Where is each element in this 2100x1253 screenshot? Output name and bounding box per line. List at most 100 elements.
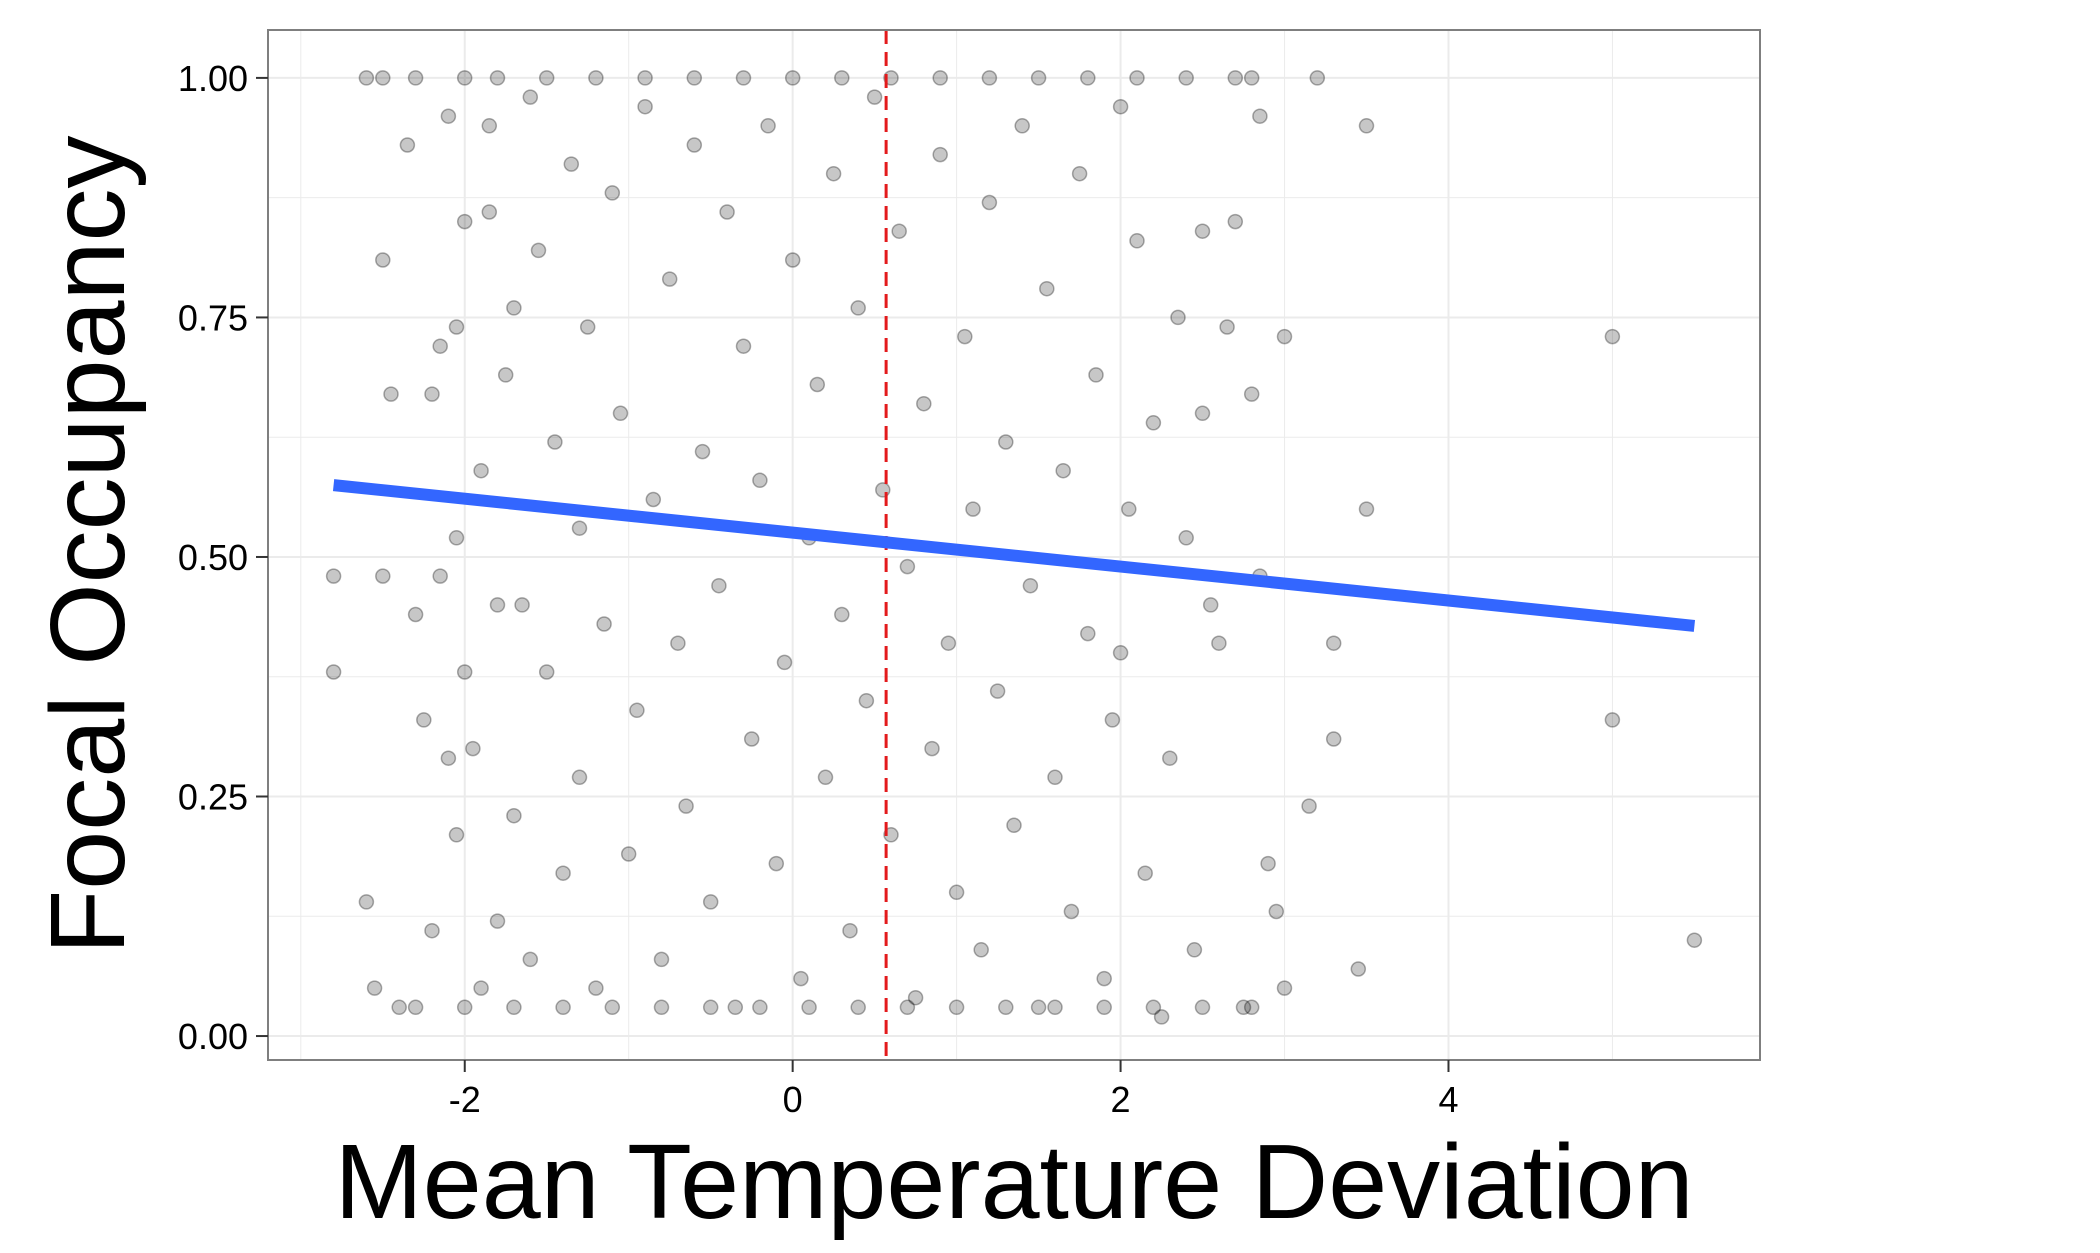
data-point	[571, 769, 588, 786]
data-point	[973, 942, 989, 958]
data-point	[1219, 319, 1235, 335]
data-point	[702, 999, 719, 1016]
data-point	[1358, 118, 1375, 134]
data-point	[1686, 932, 1703, 948]
data-point	[1178, 70, 1194, 86]
data-point	[1194, 223, 1211, 239]
data-point	[670, 635, 686, 651]
data-point	[1276, 328, 1293, 345]
data-point	[957, 328, 973, 345]
x-tick-label: -2	[449, 1079, 481, 1120]
data-point	[424, 922, 440, 939]
data-point	[653, 999, 670, 1016]
data-point	[489, 70, 506, 86]
data-point	[1129, 233, 1145, 249]
data-point	[1137, 865, 1153, 881]
data-point	[1358, 501, 1375, 517]
data-point	[620, 846, 637, 862]
data-point	[752, 472, 768, 489]
data-point	[366, 980, 383, 996]
data-point	[743, 731, 760, 747]
data-point	[407, 70, 424, 86]
data-point	[899, 558, 916, 575]
data-point	[916, 395, 932, 412]
data-point	[1350, 961, 1367, 977]
data-point	[1170, 309, 1186, 326]
data-point	[776, 654, 793, 671]
data-point	[440, 108, 457, 124]
y-tick-label: 0.50	[178, 537, 248, 578]
y-tick-label: 0.00	[178, 1016, 248, 1057]
x-axis-ticks: -2 0 2 4	[449, 1060, 1458, 1120]
data-point	[1080, 70, 1096, 86]
data-points	[325, 70, 1703, 1025]
data-point	[1243, 999, 1260, 1016]
data-point	[456, 664, 473, 680]
data-point	[1129, 70, 1145, 86]
data-point	[981, 70, 998, 86]
data-point	[793, 970, 809, 987]
data-point	[784, 70, 801, 86]
data-point	[432, 568, 448, 584]
data-point	[850, 999, 866, 1016]
data-point	[1112, 98, 1129, 115]
data-point	[801, 999, 817, 1016]
x-tick-label: 4	[1438, 1079, 1458, 1120]
data-point	[1121, 501, 1137, 517]
data-point	[1260, 855, 1276, 872]
data-point	[1301, 798, 1317, 814]
y-axis-title: Focal Occupancy	[29, 136, 147, 955]
data-point	[1268, 903, 1285, 920]
data-point	[604, 999, 621, 1016]
data-point	[784, 252, 801, 268]
data-point	[473, 980, 489, 996]
data-point	[825, 165, 842, 182]
data-point	[1604, 328, 1621, 345]
y-axis-ticks: 0.00 0.25 0.50 0.75 1.00	[178, 58, 268, 1057]
data-point	[1325, 635, 1342, 651]
data-point	[530, 242, 547, 259]
data-point	[497, 367, 514, 383]
y-tick-label: 0.25	[178, 777, 248, 818]
data-point	[719, 204, 735, 220]
data-point	[981, 194, 998, 211]
data-point	[358, 70, 375, 86]
data-point	[538, 70, 555, 86]
data-point	[399, 137, 416, 153]
data-point	[1055, 462, 1071, 479]
data-point	[448, 319, 465, 335]
data-point	[325, 568, 342, 584]
data-point	[1039, 280, 1055, 297]
data-point	[1162, 750, 1178, 766]
data-point	[506, 300, 522, 316]
data-point	[1186, 942, 1203, 958]
data-point	[989, 683, 1006, 699]
data-point	[760, 118, 776, 134]
data-point	[571, 520, 588, 536]
data-point	[1022, 577, 1039, 594]
x-tick-label: 2	[1111, 1079, 1131, 1120]
data-point	[1227, 213, 1244, 230]
data-point	[678, 798, 694, 814]
data-point	[522, 951, 539, 968]
data-point	[522, 89, 539, 105]
data-point	[1088, 367, 1104, 383]
data-point	[440, 750, 457, 766]
data-point	[866, 89, 883, 105]
data-point	[588, 70, 604, 86]
data-point	[842, 922, 858, 939]
data-point	[473, 462, 489, 479]
data-point	[563, 156, 580, 172]
data-point	[1145, 415, 1162, 431]
data-point	[424, 386, 440, 402]
data-point	[489, 597, 506, 613]
data-point	[645, 491, 662, 508]
data-point	[850, 300, 866, 316]
data-point	[481, 204, 498, 220]
x-tick-label: 0	[783, 1079, 803, 1120]
data-point	[1604, 712, 1621, 728]
data-point	[456, 999, 473, 1016]
data-point	[1047, 999, 1063, 1016]
data-point	[1030, 70, 1047, 86]
data-point	[1276, 980, 1293, 996]
